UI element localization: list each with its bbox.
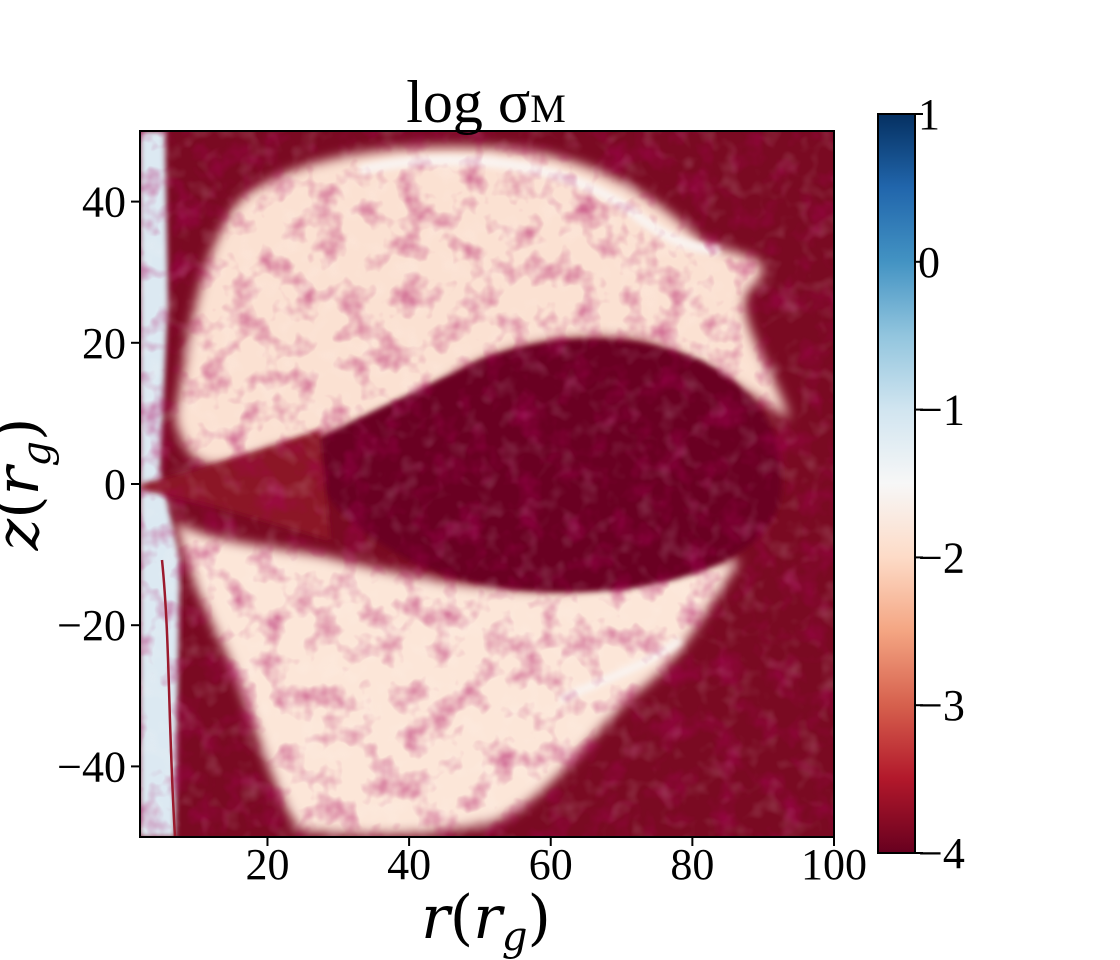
y-tick-label: 0 bbox=[104, 460, 126, 509]
x-tick-label: 80 bbox=[670, 840, 714, 889]
heatmap-field bbox=[140, 131, 834, 837]
y-tick-label: −40 bbox=[57, 742, 126, 791]
chart-title: log σM bbox=[406, 69, 566, 135]
y-tick-label: 20 bbox=[82, 319, 126, 368]
colorbar-gradient bbox=[878, 114, 915, 853]
title-main: log σ bbox=[406, 69, 530, 135]
x-tick-label: 20 bbox=[245, 840, 289, 889]
colorbar-tick-label: 0 bbox=[918, 238, 940, 287]
colorbar-frame bbox=[877, 113, 916, 854]
x-tick-label: 40 bbox=[387, 840, 431, 889]
y-axis-label: z(rg) bbox=[0, 418, 60, 552]
colorbar-tick-label: −1 bbox=[918, 386, 965, 435]
colorbar-tick-label: −3 bbox=[918, 681, 965, 730]
y-axis-ticks: 40 20 0 −20 −40 bbox=[57, 178, 140, 791]
x-axis-label: r(rg) bbox=[421, 883, 551, 960]
colorbar-tick-label: −4 bbox=[918, 829, 965, 878]
colorbar-ticks: 1 0 −1 −2 −3 −4 bbox=[915, 90, 965, 878]
y-tick-label: 40 bbox=[82, 178, 126, 227]
colorbar-tick-label: 1 bbox=[918, 90, 940, 139]
svg-text:log σM: log σM bbox=[406, 69, 566, 135]
turbulence-highlight bbox=[140, 131, 834, 837]
title-subscript: M bbox=[530, 86, 566, 131]
x-tick-label: 60 bbox=[529, 840, 573, 889]
colorbar: 1 0 −1 −2 −3 −4 bbox=[877, 90, 965, 878]
y-tick-label: −20 bbox=[57, 601, 126, 650]
x-axis-ticks: 20 40 60 80 100 bbox=[245, 837, 867, 889]
colorbar-tick-label: −2 bbox=[918, 533, 965, 582]
jet-boundary-line bbox=[160, 559, 177, 837]
x-tick-label: 100 bbox=[801, 840, 867, 889]
